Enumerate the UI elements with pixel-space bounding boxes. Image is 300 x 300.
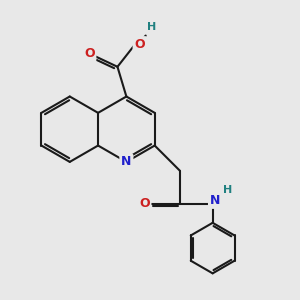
Text: H: H bbox=[147, 22, 156, 32]
Text: O: O bbox=[139, 197, 150, 210]
Text: N: N bbox=[121, 155, 132, 168]
Text: N: N bbox=[210, 194, 220, 207]
Text: O: O bbox=[84, 47, 94, 60]
Text: H: H bbox=[224, 185, 233, 195]
Text: O: O bbox=[134, 38, 145, 51]
